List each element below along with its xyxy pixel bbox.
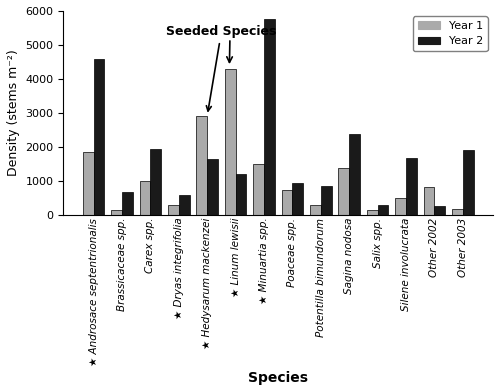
- Bar: [282, 191, 292, 215]
- Bar: [321, 186, 332, 215]
- Bar: [292, 183, 303, 215]
- Bar: [236, 174, 246, 215]
- Bar: [338, 168, 349, 215]
- Bar: [395, 198, 406, 215]
- Bar: [225, 69, 235, 215]
- Bar: [264, 20, 275, 215]
- Bar: [406, 158, 416, 215]
- Legend: Year 1, Year 2: Year 1, Year 2: [414, 16, 488, 51]
- Bar: [140, 181, 150, 215]
- Bar: [349, 134, 360, 215]
- Bar: [94, 58, 104, 215]
- Bar: [367, 211, 378, 215]
- Bar: [83, 152, 94, 215]
- Bar: [196, 116, 207, 215]
- Bar: [150, 149, 161, 215]
- Bar: [434, 206, 445, 215]
- Bar: [424, 187, 434, 215]
- Bar: [378, 205, 388, 215]
- Bar: [112, 210, 122, 215]
- Bar: [207, 159, 218, 215]
- Bar: [452, 209, 462, 215]
- Bar: [462, 150, 473, 215]
- Bar: [122, 192, 133, 215]
- Bar: [179, 195, 190, 215]
- Bar: [168, 205, 179, 215]
- Bar: [310, 205, 321, 215]
- Bar: [253, 164, 264, 215]
- Text: Seeded Species: Seeded Species: [166, 25, 276, 111]
- Y-axis label: Density (stems m⁻²): Density (stems m⁻²): [7, 49, 20, 176]
- X-axis label: Species: Species: [248, 371, 308, 385]
